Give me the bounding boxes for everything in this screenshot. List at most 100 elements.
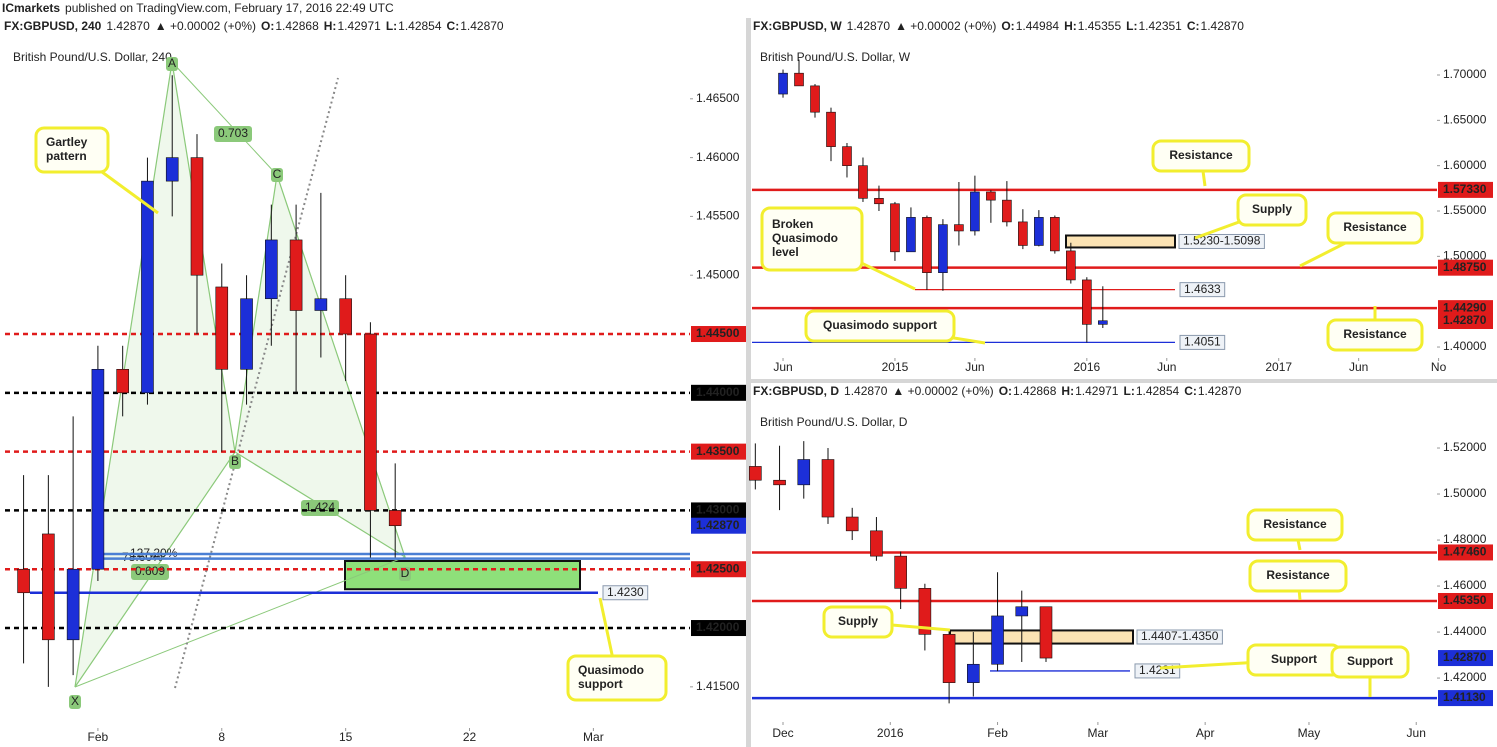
candle-body <box>773 479 786 486</box>
candle-body <box>141 180 154 394</box>
level-label: 1.57330 <box>1443 182 1487 196</box>
x-tick-label: Feb <box>88 730 109 744</box>
header-text: L: <box>1123 384 1134 398</box>
callout-text: Support <box>1271 652 1317 666</box>
header-text: FX:GBPUSD, W <box>753 19 842 33</box>
y-tick-label: 1.55000 <box>1443 203 1487 217</box>
price-label-box <box>1438 313 1493 330</box>
y-tick-label: 1.45500 <box>696 209 740 223</box>
x-tick-label: 2017 <box>1265 360 1292 374</box>
callout-text: Broken <box>772 217 813 231</box>
header-text: 1.44984 <box>1016 19 1060 33</box>
callout-box <box>822 605 894 639</box>
x-tick-label: 8 <box>218 730 225 744</box>
pattern-point: C <box>273 167 282 181</box>
pattern-point-box <box>69 695 81 709</box>
zone-note: 1.4407-1.4350 <box>1141 629 1219 643</box>
y-tick-label: 1.46500 <box>696 91 740 105</box>
level-label-box <box>691 326 746 343</box>
header-text: ▲ +0.00002 (+0%) <box>155 19 256 33</box>
y-tick-label: 1.48000 <box>1443 532 1487 546</box>
callout-text: level <box>772 245 799 259</box>
level-label-box <box>1438 544 1493 561</box>
x-tick-label: Jun <box>1157 360 1176 374</box>
x-tick-label: Mar <box>583 730 604 744</box>
x-tick-label: Mar <box>1088 726 1109 740</box>
divider <box>751 379 1497 383</box>
price-label: 1.42870 <box>696 518 740 532</box>
header-text: published on TradingView.com, February 1… <box>65 1 394 15</box>
candle-body <box>986 191 996 201</box>
candle-body <box>942 634 956 683</box>
pattern-point-box <box>271 168 283 182</box>
callout-box <box>34 126 110 174</box>
candle-body <box>826 111 836 147</box>
callout-box <box>566 654 668 702</box>
header-text: C: <box>1184 384 1197 398</box>
callout-text: Quasimodo <box>578 663 644 677</box>
callout-text: Support <box>1347 654 1393 668</box>
candle-body <box>388 510 402 527</box>
callout-text: Supply <box>1252 202 1292 216</box>
callout-text: Resistance <box>1343 220 1407 234</box>
y-tick-label: 1.50000 <box>1443 486 1487 500</box>
header-text: H: <box>1064 19 1077 33</box>
level-label-box <box>1438 592 1493 609</box>
x-tick-label: Feb <box>987 726 1008 740</box>
candle-body <box>874 198 884 205</box>
x-tick-label: 2015 <box>882 360 909 374</box>
level-label: 1.43000 <box>696 503 740 517</box>
level-note-box <box>1179 282 1226 298</box>
x-tick-label: Jun <box>773 360 792 374</box>
header-text: 1.42870 <box>844 384 888 398</box>
level-label-box <box>691 561 746 578</box>
level-note: 1.4230 <box>607 585 644 599</box>
candle-body <box>794 72 804 87</box>
candle-body <box>91 368 105 570</box>
pattern-point: X <box>71 694 79 708</box>
candle-body <box>858 165 868 199</box>
level-label: 1.44290 <box>1443 300 1487 314</box>
level-label: 1.48750 <box>1443 260 1487 274</box>
price-label-box <box>1438 650 1493 667</box>
candle-body <box>1066 250 1076 281</box>
candle-body <box>870 530 883 557</box>
candle-body <box>954 224 964 232</box>
candle-body <box>797 459 811 486</box>
pattern-point-box <box>399 567 411 581</box>
projection <box>174 77 339 689</box>
callout-text: Resistance <box>1343 327 1407 341</box>
candle-body <box>810 85 820 113</box>
chart-title: British Pound/U.S. Dollar, D <box>760 415 908 429</box>
callout-box <box>1330 645 1410 679</box>
candle-body <box>894 555 907 589</box>
candle-body <box>922 217 932 273</box>
level-label: 1.41130 <box>1443 690 1486 704</box>
candle-body <box>289 239 303 311</box>
header-text: 1.45355 <box>1078 19 1122 33</box>
callout-text: Quasimodo support <box>823 318 937 332</box>
level-label-box <box>1438 300 1493 317</box>
y-tick-label: 1.45000 <box>696 267 740 281</box>
y-tick-label: 1.42000 <box>1443 670 1487 684</box>
callout-text: Resistance <box>1169 148 1233 162</box>
fib-label: 78.60% <box>122 550 163 564</box>
price-label: 1.42870 <box>1443 650 1487 664</box>
chart-title: British Pound/U.S. Dollar, W <box>760 50 911 64</box>
candle-body <box>42 533 55 641</box>
zone-note-box <box>1136 629 1223 645</box>
candle-body <box>778 72 788 95</box>
pattern-point: D <box>401 566 410 580</box>
callout-text: Resistance <box>1263 517 1327 531</box>
x-tick-label: 2016 <box>1073 360 1100 374</box>
candle-body <box>1082 279 1092 325</box>
ratio-box <box>301 500 339 516</box>
candle-body <box>1015 606 1029 617</box>
header-text: L: <box>1126 19 1137 33</box>
pattern-leg <box>74 556 406 688</box>
header-text: ICmarkets <box>2 1 60 15</box>
callout-box <box>1326 211 1424 245</box>
candle-body <box>1018 221 1028 246</box>
y-tick-label: 1.50000 <box>1443 249 1487 263</box>
x-tick-label: May <box>1298 726 1321 740</box>
